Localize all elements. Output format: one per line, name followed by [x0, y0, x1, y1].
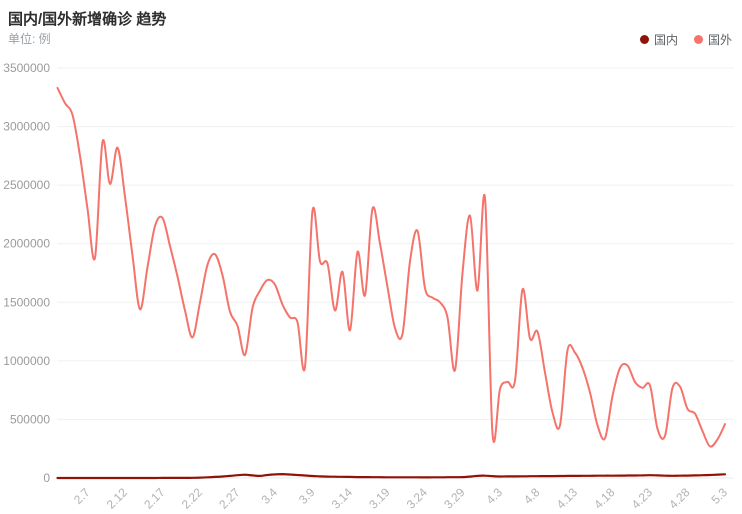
svg-text:1500000: 1500000: [3, 295, 50, 309]
legend-label-foreign: 国外: [707, 33, 732, 47]
svg-text:2500000: 2500000: [3, 178, 50, 192]
legend-item-domestic[interactable]: 国内: [639, 31, 678, 48]
svg-text:3.9: 3.9: [296, 485, 318, 507]
svg-text:2.27: 2.27: [216, 485, 243, 512]
legend-item-foreign[interactable]: 国外: [693, 31, 732, 48]
svg-text:3.4: 3.4: [258, 485, 280, 507]
svg-text:500000: 500000: [10, 412, 50, 426]
series-line-domestic: [56, 472, 727, 480]
svg-text:4.28: 4.28: [666, 485, 693, 512]
svg-text:2.12: 2.12: [104, 485, 131, 512]
grid-lines: [57, 67, 734, 479]
svg-text:2.22: 2.22: [179, 485, 206, 512]
svg-text:1000000: 1000000: [3, 354, 50, 368]
legend-label-domestic: 国内: [653, 33, 678, 47]
svg-text:3000000: 3000000: [3, 120, 50, 134]
svg-text:4.18: 4.18: [591, 485, 618, 512]
svg-text:4.8: 4.8: [521, 485, 543, 507]
y-axis-labels: 0 500000 1000000 1500000 2000000 2500000 30000…: [3, 61, 50, 485]
legend: 国内 国外: [639, 31, 732, 48]
svg-text:3.29: 3.29: [441, 485, 468, 512]
svg-text:5.3: 5.3: [708, 485, 730, 507]
chart-title: 国内/国外新增确诊 趋势: [8, 11, 167, 28]
svg-text:3.24: 3.24: [404, 485, 431, 512]
svg-text:3.19: 3.19: [366, 485, 393, 512]
unit-label: 单位: 例: [8, 32, 51, 46]
series-line-foreign: [56, 86, 726, 448]
svg-text:2000000: 2000000: [3, 237, 50, 251]
svg-text:3500000: 3500000: [3, 61, 50, 75]
foreign-marker-icon: [693, 35, 703, 44]
svg-text:4.23: 4.23: [629, 485, 656, 512]
x-axis-labels: 2.7 2.12 2.17 2.22 2.27 3.4 3.9 3.14 3.19 3.24 3.2…: [71, 485, 730, 512]
svg-text:2.17: 2.17: [141, 485, 168, 512]
svg-text:4.3: 4.3: [483, 485, 505, 507]
svg-text:3.14: 3.14: [329, 485, 356, 512]
svg-text:4.13: 4.13: [554, 485, 581, 512]
svg-text:2.7: 2.7: [71, 485, 93, 507]
svg-text:0: 0: [43, 471, 50, 485]
domestic-marker-icon: [639, 35, 649, 44]
